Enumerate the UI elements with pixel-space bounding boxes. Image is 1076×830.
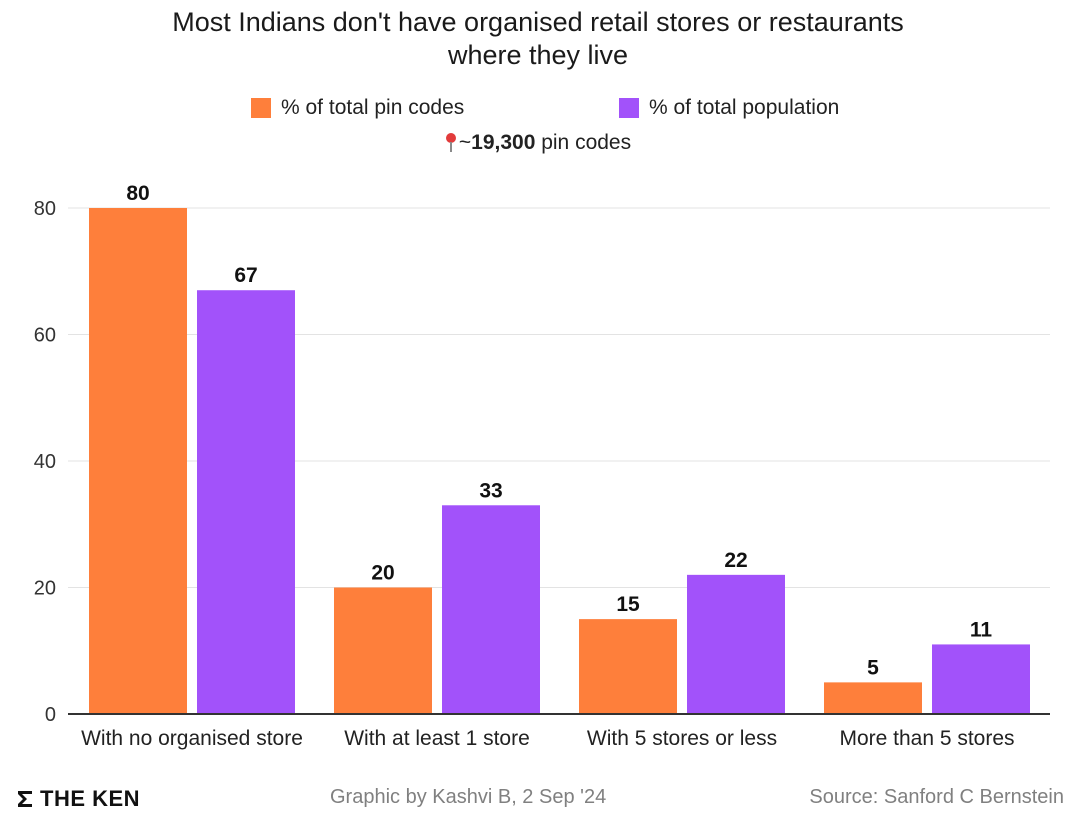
bar-pin-codes-3 xyxy=(824,682,922,714)
bar-pin-codes-2 xyxy=(579,619,677,714)
bar-population-0 xyxy=(197,290,295,714)
x-tick-label-0: With no organised store xyxy=(81,727,303,750)
brand-logo: THE KEN xyxy=(16,786,140,812)
note-count: 19,300 xyxy=(471,131,536,154)
bar-population-2 xyxy=(687,574,785,714)
legend-label-population: % of total population xyxy=(649,96,840,119)
data-label-pin-codes-3: 5 xyxy=(867,656,879,679)
legend-swatch-population xyxy=(619,98,639,118)
data-label-population-1: 33 xyxy=(479,479,502,502)
bar-population-1 xyxy=(442,505,540,714)
bar-pin-codes-0 xyxy=(89,208,187,714)
data-label-population-3: 11 xyxy=(970,618,993,641)
note-suffix: pin codes xyxy=(535,131,632,154)
x-tick-label-3: More than 5 stores xyxy=(839,727,1014,750)
brand-name: THE KEN xyxy=(40,786,141,811)
y-tick-label-80: 80 xyxy=(34,198,56,220)
legend-label-pin-codes: % of total pin codes xyxy=(281,96,465,119)
legend-item-pin-codes: % of total pin codes xyxy=(251,96,464,120)
legend: % of total pin codes % of total populati… xyxy=(0,96,1076,122)
source-credit: Source: Sanford C Bernstein xyxy=(809,786,1064,808)
data-label-pin-codes-1: 20 xyxy=(371,562,394,585)
x-tick-label-2: With 5 stores or less xyxy=(587,727,777,750)
data-label-pin-codes-0: 80 xyxy=(126,182,149,205)
graphic-credit: Graphic by Kashvi B, 2 Sep '24 xyxy=(330,786,607,808)
bar-population-3 xyxy=(932,644,1030,714)
chart-title-line-2: where they live xyxy=(447,40,629,70)
legend-swatch-pin-codes xyxy=(251,98,271,118)
chart-title-line-1: Most Indians don't have organised retail… xyxy=(172,7,904,37)
data-label-population-0: 67 xyxy=(234,264,257,287)
bar-pin-codes-1 xyxy=(334,587,432,714)
note-prefix: ~ xyxy=(458,131,472,154)
data-label-population-2: 22 xyxy=(724,549,747,572)
pin-icon xyxy=(445,132,457,152)
x-tick-label-1: With at least 1 store xyxy=(344,727,530,750)
chart-title: Most Indians don't have organised retail… xyxy=(0,6,1076,72)
y-tick-label-20: 20 xyxy=(34,578,56,600)
y-tick-label-40: 40 xyxy=(34,451,56,473)
ken-logo-icon xyxy=(18,791,32,807)
y-tick-label-0: 0 xyxy=(45,704,56,726)
legend-item-population: % of total population xyxy=(619,96,839,120)
y-tick-label-60: 60 xyxy=(34,325,56,347)
data-label-pin-codes-2: 15 xyxy=(616,593,640,616)
pin-code-note: ~19,300 pin codes xyxy=(0,131,1076,155)
